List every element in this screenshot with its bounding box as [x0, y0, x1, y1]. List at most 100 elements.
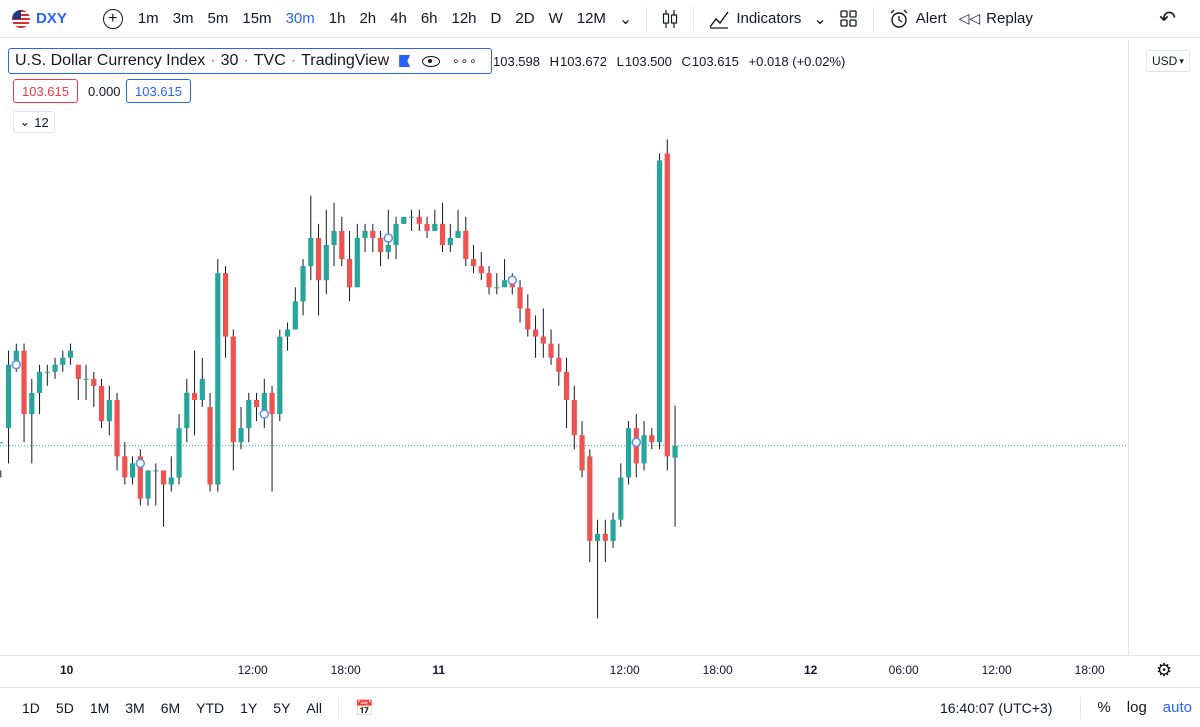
percent-toggle[interactable]: %: [1097, 699, 1111, 716]
sell-button[interactable]: 103.615: [13, 79, 78, 103]
candle-body: [672, 445, 678, 458]
symbol-legend[interactable]: U.S. Dollar Currency Index · 30 · TVC · …: [8, 48, 492, 74]
chevron-down-icon[interactable]: ⌄: [618, 10, 633, 28]
candle-body: [137, 456, 143, 499]
spread-value: 0.000: [88, 83, 121, 99]
range-6m[interactable]: 6M: [160, 699, 181, 716]
range-5d[interactable]: 5D: [55, 699, 74, 716]
time-tick-label: 12: [804, 663, 818, 677]
candle-body: [83, 378, 89, 380]
symbol-search-button[interactable]: DXY: [0, 0, 97, 38]
candle-body: [563, 371, 570, 400]
alert-button[interactable]: Alert: [882, 0, 953, 38]
indicators-icon: [709, 11, 729, 29]
layouts-button[interactable]: [833, 0, 865, 38]
range-5y[interactable]: 5Y: [273, 699, 291, 716]
candle-body: [145, 470, 151, 499]
candle-body: [525, 308, 531, 330]
indicators-collapse-button[interactable]: ⌄ 12: [13, 111, 55, 133]
candle-body: [36, 371, 43, 393]
price-axis[interactable]: [1128, 40, 1200, 655]
range-1y[interactable]: 1Y: [240, 699, 258, 716]
legend-symbol-title: U.S. Dollar Currency Index: [15, 52, 206, 69]
interval-6h[interactable]: 6h: [420, 10, 438, 27]
gear-icon[interactable]: ⚙: [1156, 660, 1173, 680]
candle-body: [455, 230, 461, 238]
candle-body: [401, 216, 407, 224]
candle-body: [52, 364, 58, 372]
toolbar-divider: [693, 6, 695, 31]
legend-separator: ·: [210, 52, 216, 69]
currency-button[interactable]: USD ▾: [1146, 50, 1190, 72]
bottom-right-group: 16:40:07 (UTC+3) % log auto: [939, 696, 1200, 719]
interval-12h[interactable]: 12h: [451, 10, 477, 27]
candle-body: [122, 456, 128, 478]
candle-body: [323, 245, 329, 281]
bottom-toolbar: 1D 5D 1M 3M 6M YTD 1Y 5Y All 📅 16:40:07 (UTC+3) …: [0, 687, 1200, 727]
interval-30m[interactable]: 30m: [285, 10, 315, 27]
interval-1h[interactable]: 1h: [328, 10, 346, 27]
interval-3m[interactable]: 3m: [172, 10, 194, 27]
interval-2d[interactable]: 2D: [515, 10, 535, 27]
interval-15m[interactable]: 15m: [242, 10, 272, 27]
range-ytd[interactable]: YTD: [196, 699, 225, 716]
candle-body: [377, 237, 384, 253]
auto-toggle[interactable]: auto: [1162, 699, 1192, 716]
grid-icon: [840, 9, 857, 27]
replay-label: Replay: [986, 10, 1033, 27]
event-marker-icon: [383, 233, 394, 243]
flag-icon[interactable]: [399, 55, 411, 67]
candle-body: [230, 336, 236, 443]
range-3m[interactable]: 3M: [125, 699, 145, 716]
interval-w[interactable]: W: [548, 10, 563, 27]
time-tick-label: 18:00: [703, 663, 733, 677]
go-to-date-icon[interactable]: 📅: [354, 699, 374, 717]
candle-body: [370, 230, 376, 238]
chart-type-button[interactable]: [655, 0, 685, 38]
candle-body: [114, 399, 120, 457]
candle-body: [463, 230, 469, 260]
replay-button[interactable]: ◁◁ Replay: [953, 0, 1039, 38]
candle-body: [408, 216, 415, 218]
candle-body: [253, 399, 260, 408]
candle-body: [346, 259, 353, 288]
candle-body: [300, 266, 306, 302]
candle-body: [284, 329, 291, 337]
range-all[interactable]: All: [306, 699, 322, 716]
chevron-down-icon: ▾: [1179, 55, 1184, 66]
interval-5m[interactable]: 5m: [207, 10, 229, 27]
candle-body: [215, 273, 221, 485]
indicators-button[interactable]: Indicators: [702, 0, 807, 38]
candle-body: [478, 266, 484, 274]
time-axis[interactable]: [0, 655, 1200, 685]
legend-separator: ·: [290, 52, 297, 69]
eye-icon[interactable]: [422, 55, 441, 67]
range-1d[interactable]: 1D: [22, 699, 40, 716]
candle-body: [385, 245, 391, 253]
range-1m[interactable]: 1M: [89, 699, 110, 716]
chevron-down-icon[interactable]: ⌄: [813, 10, 827, 28]
interval-d[interactable]: D: [490, 10, 502, 27]
candle-body: [60, 357, 66, 365]
more-icon[interactable]: ∘∘∘: [452, 54, 478, 68]
candle-body: [222, 273, 229, 337]
buy-button[interactable]: 103.615: [126, 79, 191, 103]
candle-body: [184, 392, 190, 429]
candle-body: [362, 230, 368, 238]
candle-body: [354, 237, 360, 288]
candle-body: [579, 435, 585, 471]
indicators-label: Indicators: [736, 10, 802, 27]
interval-2h[interactable]: 2h: [359, 10, 377, 27]
interval-1m[interactable]: 1m: [137, 10, 159, 27]
candle-body: [308, 237, 314, 267]
compare-add-icon[interactable]: +: [102, 8, 123, 29]
timezone-clock[interactable]: 16:40:07 (UTC+3): [939, 699, 1053, 716]
time-tick-label: 06:00: [889, 663, 919, 677]
candle-body: [91, 378, 97, 386]
interval-4h[interactable]: 4h: [390, 10, 407, 27]
log-toggle[interactable]: log: [1126, 699, 1147, 716]
undo-icon[interactable]: ↶: [1159, 8, 1176, 30]
interval-12m[interactable]: 12M: [576, 10, 606, 27]
candle-body: [540, 336, 546, 344]
